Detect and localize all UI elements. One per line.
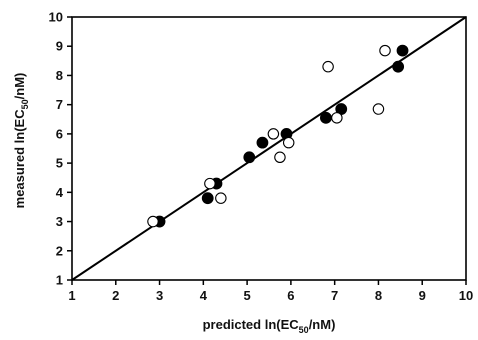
y-tick-label: 5 <box>56 156 63 171</box>
x-tick-label: 6 <box>287 288 294 303</box>
filled-data-point <box>396 44 409 57</box>
open-data-point <box>147 215 159 228</box>
y-tick-label: 6 <box>56 126 63 141</box>
diagonal-reference-line <box>71 16 467 281</box>
x-tick-label: 10 <box>459 288 473 303</box>
y-tick-label: 7 <box>56 97 63 112</box>
y-tick-label: 2 <box>56 243 63 258</box>
filled-data-point <box>243 151 256 164</box>
open-data-point <box>274 151 286 164</box>
y-tick-label: 4 <box>56 185 64 200</box>
x-tick-label: 8 <box>375 288 382 303</box>
y-axis-title-subscript: 50 <box>20 99 30 109</box>
y-axis-title: measured ln(EC50/nM) <box>12 73 30 209</box>
x-axis-title: predicted ln(EC50/nM) <box>203 317 336 335</box>
open-data-point <box>379 44 391 57</box>
open-data-point <box>331 112 343 124</box>
open-data-point <box>322 60 334 73</box>
y-tick-label: 8 <box>56 68 63 83</box>
ticks-layer: 1 2 3 4 5 6 7 8 9 10 1 2 3 4 5 6 7 8 9 10 <box>49 10 474 304</box>
filled-data-point <box>320 111 332 124</box>
plot-frame <box>71 16 467 281</box>
points-layer <box>147 44 409 228</box>
open-data-point <box>282 136 295 149</box>
y-tick-label: 9 <box>56 39 63 54</box>
x-axis-title-subscript: 50 <box>299 325 309 335</box>
y-tick-label: 1 <box>56 273 63 288</box>
x-tick-label: 7 <box>331 288 338 303</box>
x-tick-label: 5 <box>243 288 250 303</box>
open-data-point <box>267 128 280 140</box>
x-tick-label: 1 <box>68 288 75 303</box>
open-data-point <box>215 192 227 204</box>
x-tick-label: 4 <box>200 288 208 303</box>
y-tick-label: 10 <box>49 10 63 25</box>
open-data-point <box>372 103 385 115</box>
filled-data-point <box>256 136 269 149</box>
x-tick-label: 2 <box>112 288 119 303</box>
y-tick-label: 3 <box>56 214 63 229</box>
filled-data-point <box>392 60 405 73</box>
x-tick-label: 9 <box>419 288 426 303</box>
filled-data-point <box>201 192 214 205</box>
open-data-point <box>204 177 216 190</box>
x-tick-label: 3 <box>156 288 163 303</box>
